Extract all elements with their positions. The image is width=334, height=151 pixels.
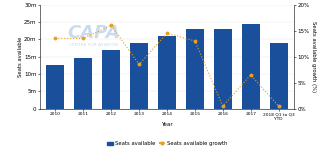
Bar <box>214 29 232 109</box>
Text: CAPA: CAPA <box>67 24 120 42</box>
Bar <box>102 50 120 109</box>
Bar <box>46 65 64 109</box>
Y-axis label: Seats available growth (%): Seats available growth (%) <box>311 21 316 92</box>
Bar <box>186 29 204 109</box>
Bar <box>241 24 260 109</box>
X-axis label: Year: Year <box>161 122 173 127</box>
Text: CENTRE FOR AVIATION: CENTRE FOR AVIATION <box>69 43 118 47</box>
Bar <box>270 43 288 109</box>
Bar <box>158 36 176 109</box>
Bar <box>74 58 93 109</box>
Y-axis label: Seats available: Seats available <box>18 36 23 77</box>
Bar <box>130 43 148 109</box>
Legend: Seats available, Seats available growth: Seats available, Seats available growth <box>105 139 229 148</box>
